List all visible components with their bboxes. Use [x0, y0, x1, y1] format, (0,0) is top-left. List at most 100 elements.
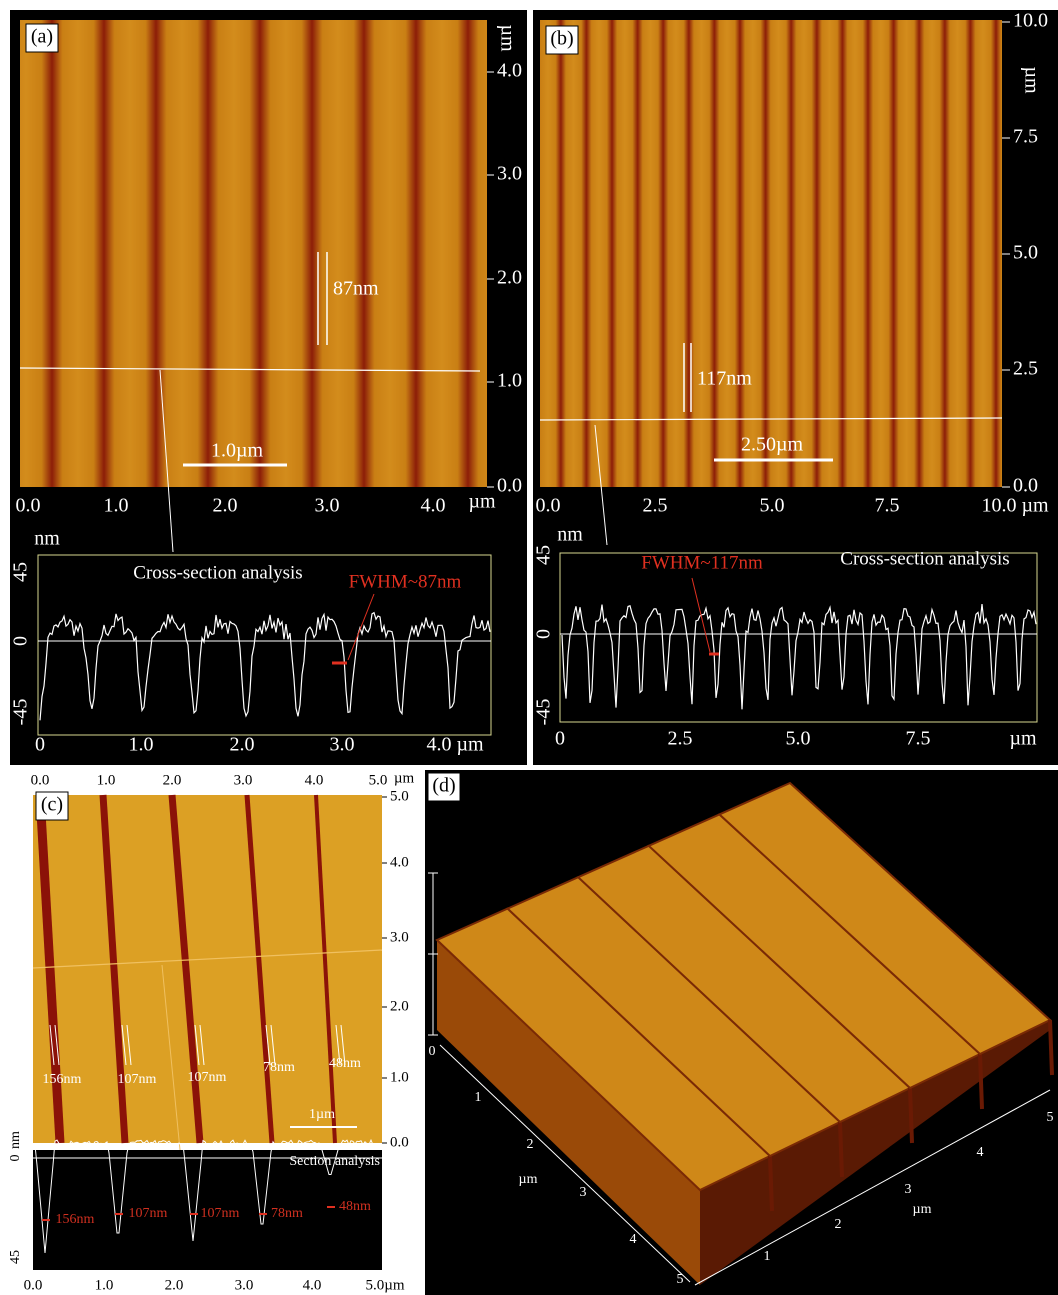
groove — [910, 1088, 912, 1143]
axis-unit: µm — [1020, 66, 1042, 94]
tick-label: 4 — [630, 1232, 637, 1247]
tick-label: 3.0 — [330, 734, 355, 756]
tick-label: 3.0 — [315, 495, 340, 517]
tick-label: 2.5 — [668, 728, 693, 750]
tick-label: 7.5 — [906, 728, 931, 750]
tick-label: 0 — [555, 728, 565, 750]
fwhm-label: FWHM~117nm — [641, 552, 763, 573]
tick-label: 2.0 — [163, 772, 182, 788]
axis-unit: nm — [8, 1131, 23, 1149]
groove — [980, 1054, 982, 1109]
width-label: 107nm — [129, 1206, 168, 1221]
panel-label: (a) — [31, 26, 53, 48]
tick-label: 0.0 — [536, 495, 561, 517]
width-label: 78nm — [271, 1206, 303, 1221]
scale-bar-label: 1µm — [309, 1107, 335, 1122]
tick-label: 2.0 — [213, 495, 238, 517]
tick-label: 1.0 — [95, 1277, 114, 1293]
groove — [840, 1122, 842, 1177]
tick-label: 1.0 — [104, 495, 129, 517]
tick-label: 3 — [580, 1185, 587, 1200]
tick-label: -45 — [533, 699, 555, 726]
tick-label: 4.0 µm — [426, 734, 484, 756]
tick-label: 1.0 — [497, 370, 522, 392]
tick-label: 45 — [10, 562, 32, 582]
tick-label: 3.0 — [234, 772, 253, 788]
tick-label: 1.0 — [129, 734, 154, 756]
width-label: 107nm — [188, 1070, 227, 1085]
width-label: 48nm — [339, 1199, 371, 1214]
width-label: 48nm — [329, 1056, 361, 1071]
tick-label: 2.0 — [390, 998, 409, 1014]
axis-unit: nm — [34, 528, 60, 550]
figure: (a) µm 4.0 3.0 2.0 1.0 0.0 0.0 1.0 2.0 3.0 4.0 µm 87n… — [0, 0, 1058, 1295]
tick-label: 2 — [835, 1217, 842, 1232]
tick-label: 1.0 — [390, 1069, 409, 1085]
profile-title: Cross-section analysis — [840, 548, 1009, 569]
axis-unit: µm — [913, 1202, 932, 1217]
panel-label: (c) — [41, 794, 63, 816]
axis-unit: µm — [519, 1172, 538, 1187]
scale-bar-label: 2.50µm — [741, 434, 804, 456]
fwhm-label: FWHM~87nm — [349, 571, 462, 592]
tick-label: 2.0 — [230, 734, 255, 756]
tick-label: 1 — [475, 1090, 482, 1105]
tick-label: 0.0 — [16, 495, 41, 517]
tick-label: 2 — [527, 1137, 534, 1152]
tick-label: 5.0 — [369, 772, 388, 788]
axis-unit: nm — [557, 524, 583, 546]
tick-label: 2.0 — [497, 267, 522, 289]
tick-label: 0.0 — [390, 1134, 409, 1150]
width-label: 107nm — [201, 1206, 240, 1221]
afm-image-b — [540, 20, 1002, 487]
tick-label: 0 — [8, 1155, 23, 1162]
tick-label: µm — [1009, 728, 1037, 750]
panel-label: (d) — [432, 775, 455, 797]
tick-label: 0.0 — [497, 475, 522, 497]
tick-label: 0 — [10, 636, 32, 646]
tick-label: -45 — [10, 699, 32, 726]
tick-label: 0 — [429, 1044, 436, 1059]
tick-label: 5.0 — [1013, 242, 1038, 264]
tick-label: 10.0 µm — [981, 495, 1049, 517]
tick-label: 4 — [977, 1145, 984, 1160]
profile-title: Cross-section analysis — [133, 562, 302, 583]
tick-label: 4.0 — [497, 60, 522, 82]
width-label: 78nm — [263, 1060, 295, 1075]
axis-unit: µm — [394, 770, 415, 786]
afm-image-c — [33, 795, 382, 1143]
axis-unit: µm — [468, 491, 496, 513]
width-label: 156nm — [43, 1072, 82, 1087]
axis-unit: µm — [496, 24, 518, 52]
profile-title: Section analysis — [289, 1154, 380, 1169]
tick-label: 0 — [533, 629, 555, 639]
tick-label: 2.5 — [1013, 358, 1038, 380]
tick-label: 5.0 — [390, 788, 409, 804]
groove — [770, 1156, 772, 1211]
tick-label: 5 — [677, 1272, 684, 1287]
tick-label: 3.0 — [235, 1277, 254, 1293]
tick-label: 0 — [35, 734, 45, 756]
tick-label: 4.0 — [303, 1277, 322, 1293]
tick-label: 7.5 — [1013, 126, 1038, 148]
tick-label: 4.0 — [305, 772, 324, 788]
width-label: 156nm — [56, 1212, 95, 1227]
tick-label: 1.0 — [97, 772, 116, 788]
tick-label: 0.0 — [1013, 475, 1038, 497]
tick-label: 5.0 — [760, 495, 785, 517]
afm-image-a — [20, 20, 487, 487]
tick-label: 2.5 — [643, 495, 668, 517]
tick-label: 45 — [8, 1250, 23, 1264]
groove — [1050, 1020, 1052, 1075]
width-label: 87nm — [333, 278, 379, 300]
tick-label: 3.0 — [497, 163, 522, 185]
tick-label: 5.0 — [786, 728, 811, 750]
tick-label: 0.0 — [31, 772, 50, 788]
tick-label: 3 — [905, 1182, 912, 1197]
tick-label: 4.0 — [421, 495, 446, 517]
tick-label: 5.0µm — [365, 1277, 404, 1293]
tick-label: 2.0 — [165, 1277, 184, 1293]
tick-label: 0.0 — [24, 1277, 43, 1293]
width-label: 107nm — [118, 1072, 157, 1087]
scale-bar-label: 1.0µm — [211, 440, 264, 462]
